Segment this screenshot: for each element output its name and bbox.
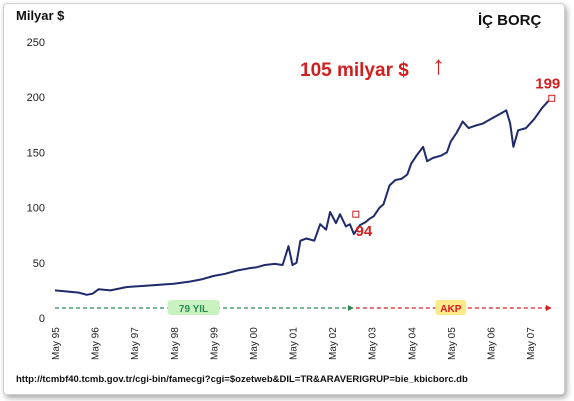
era-arrowhead-icon — [545, 305, 552, 311]
series-line — [54, 97, 553, 296]
x-tick-label: May 01 — [289, 327, 300, 360]
x-tick-label: May 95 — [51, 327, 62, 360]
era-label-bg — [435, 300, 467, 315]
y-tick-label: 150 — [27, 147, 45, 159]
x-tick-label: May 06 — [486, 327, 497, 360]
up-arrow-icon: ↑ — [432, 50, 445, 80]
era-label: 79 YIL — [179, 304, 208, 315]
y-tick-label: 50 — [33, 258, 45, 270]
x-tick-label: May 98 — [170, 327, 181, 360]
source-url: http://tcmbf40.tcmb.gov.tr/cgi-bin/famec… — [16, 374, 468, 385]
x-tick-label: May 02 — [328, 327, 339, 360]
x-tick-label: May 04 — [407, 327, 418, 360]
annotation-marker — [352, 210, 360, 218]
x-tick-label: May 05 — [447, 327, 458, 360]
chart-title: İÇ BORÇ — [478, 12, 542, 29]
x-tick-label: May 97 — [130, 327, 141, 360]
y-tick-label: 0 — [39, 313, 45, 325]
era-arrowhead-icon — [347, 305, 354, 311]
era-label-bg — [167, 300, 220, 315]
y-tick-label: 250 — [27, 37, 45, 49]
x-tick-label: May 07 — [526, 327, 537, 360]
x-tick-label: May 96 — [91, 327, 102, 360]
y-tick-label: 200 — [27, 92, 45, 104]
chart-frame — [3, 3, 565, 395]
y-axis-label: Milyar $ — [16, 8, 65, 23]
x-tick-label: May 03 — [368, 327, 379, 360]
headline-increase: 105 milyar $ — [300, 60, 409, 81]
x-tick-label: May 99 — [209, 327, 220, 360]
era-label: AKP — [440, 304, 461, 315]
annotation-label: 199 — [535, 75, 560, 92]
y-tick-label: 100 — [27, 203, 45, 215]
annotation-marker — [548, 94, 556, 102]
annotation-label: 94 — [355, 223, 372, 240]
x-tick-label: May 00 — [249, 327, 260, 360]
